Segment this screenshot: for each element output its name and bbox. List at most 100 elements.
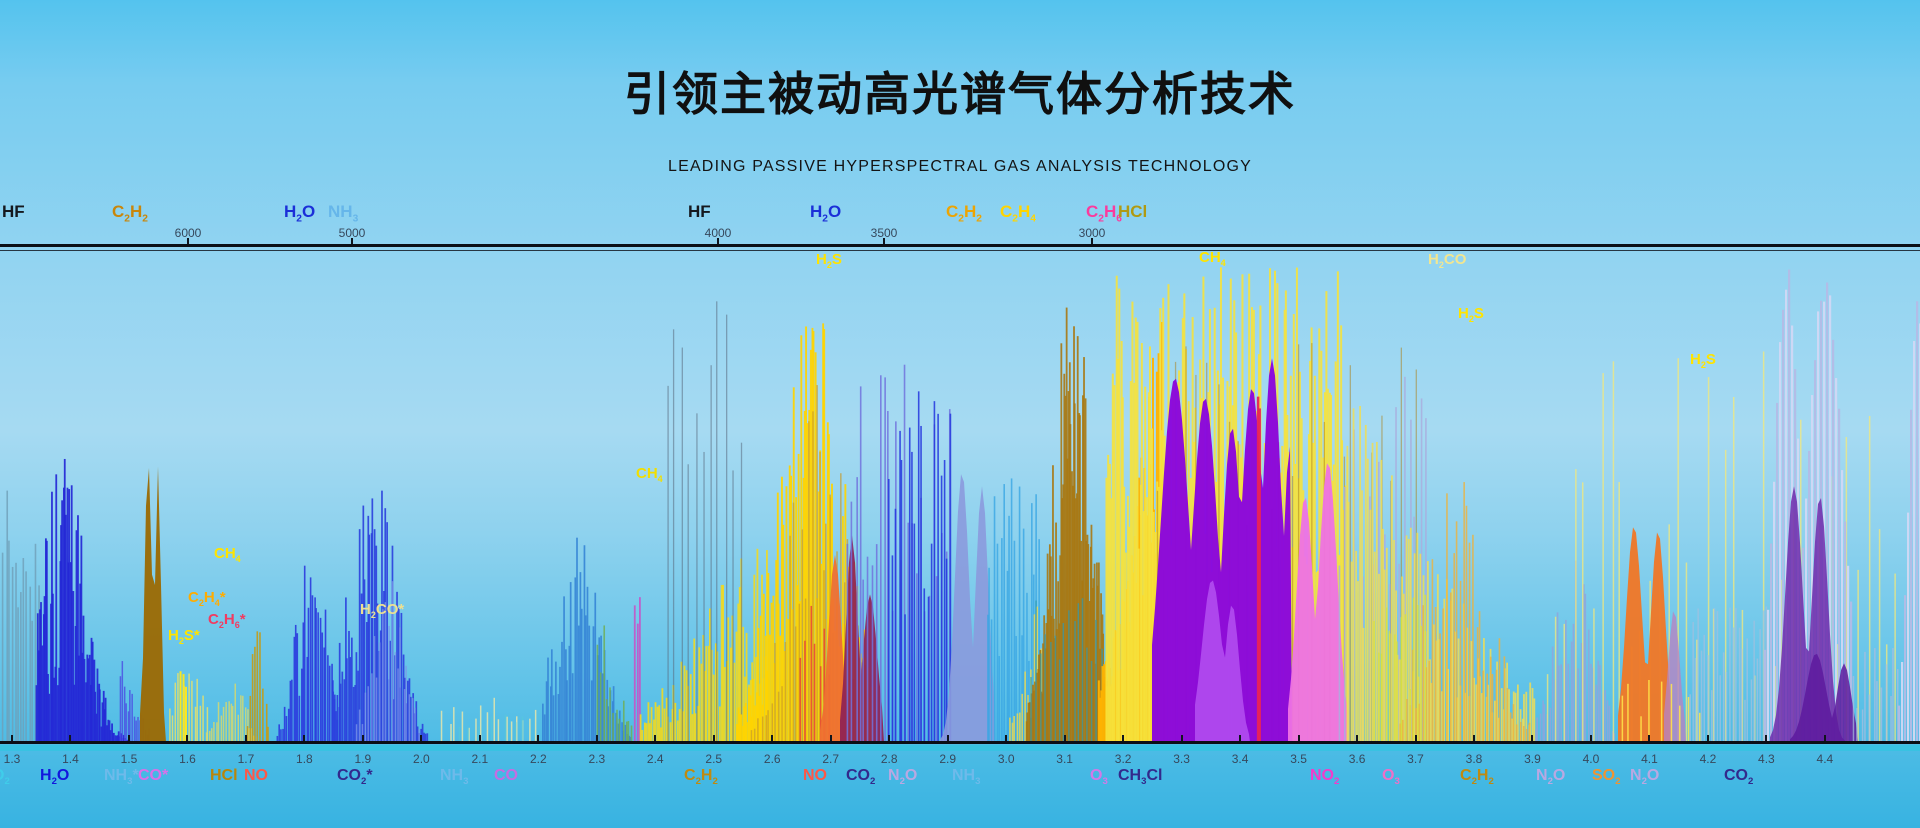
top-tick-mark xyxy=(883,238,885,244)
bottom-tick-label: 1.7 xyxy=(237,752,255,766)
bottom-tick-label: 1.3 xyxy=(3,752,21,766)
bottom-tick-label: 2.9 xyxy=(939,752,957,766)
bottom-tick-label: 1.4 xyxy=(62,752,79,766)
gas-label-CO: CO* xyxy=(138,767,169,784)
bottom-tick-label: 2.7 xyxy=(822,752,840,766)
gas-label-NH3: NH3 xyxy=(440,767,469,788)
gas-label-O3: O3 xyxy=(1090,767,1108,788)
bottom-tick-label: 4.2 xyxy=(1699,752,1717,766)
bottom-tick-label: 3.6 xyxy=(1348,752,1366,766)
top-axis-line-thin xyxy=(0,250,1920,251)
gas-label-CH3Cl: CH3Cl xyxy=(1118,767,1163,788)
gas-label-O3: O3 xyxy=(1382,767,1400,788)
bottom-tick-mark xyxy=(537,735,540,741)
gas-label-NO: NO xyxy=(803,767,827,784)
bottom-tick-label: 3.3 xyxy=(1173,752,1190,766)
top-tick-mark xyxy=(187,238,189,244)
bottom-tick-mark xyxy=(1297,735,1300,741)
bottom-tick-mark xyxy=(1122,735,1125,741)
bottom-tick-mark xyxy=(1063,735,1066,741)
gas-label-N2O: N2O xyxy=(888,767,918,788)
bottom-tick-label: 3.1 xyxy=(1056,752,1073,766)
bottom-tick-mark xyxy=(1239,735,1242,741)
bottom-tick-label: 4.1 xyxy=(1641,752,1658,766)
bottom-tick-mark xyxy=(712,735,715,741)
bottom-tick-label: 3.2 xyxy=(1114,752,1132,766)
bottom-tick-mark xyxy=(127,735,130,741)
gas-label-HCl: HCl xyxy=(1118,202,1148,221)
bottom-tick-label: 3.7 xyxy=(1407,752,1424,766)
gas-label-CH4: CH4 xyxy=(636,465,663,484)
bottom-tick-label: 4.3 xyxy=(1758,752,1775,766)
gas-label-HF: HF xyxy=(2,202,25,221)
gas-label-SO2: SO2 xyxy=(1592,767,1621,788)
bottom-tick-mark xyxy=(829,735,832,741)
bottom-tick-mark xyxy=(1823,735,1826,741)
bottom-tick-label: 3.0 xyxy=(997,752,1015,766)
gas-label-H2CO: H2CO* xyxy=(360,601,405,620)
gas-label-N2O: N2O xyxy=(1630,767,1660,788)
bottom-tick-mark xyxy=(946,735,949,741)
bottom-tick-mark xyxy=(1648,735,1651,741)
gas-label-H2O: H2O xyxy=(810,202,842,225)
gas-label-HF: HF xyxy=(688,202,711,221)
gas-label-C2H2: C2H2 xyxy=(946,202,982,225)
bottom-tick-mark xyxy=(1765,735,1768,741)
bottom-axis-line xyxy=(0,741,1920,744)
bottom-tick-label: 2.6 xyxy=(763,752,781,766)
bottom-tick-label: 2.8 xyxy=(880,752,898,766)
bottom-tick-label: 2.1 xyxy=(471,752,489,766)
gas-label-C2H6: C2H6* xyxy=(208,611,246,630)
gas-label-H2CO: H2CO xyxy=(1428,251,1467,270)
gas-label-C2H2: C2H2 xyxy=(684,767,718,788)
top-tick-label: 3000 xyxy=(1078,226,1106,240)
bottom-tick-label: 3.9 xyxy=(1524,752,1541,766)
bottom-tick-label: 2.2 xyxy=(529,752,547,766)
page-subtitle: LEADING PASSIVE HYPERSPECTRAL GAS ANALYS… xyxy=(667,158,1253,175)
gas-label-H2S: H2S xyxy=(1690,351,1716,370)
gas-label-C2H4: C2H4* xyxy=(188,589,226,608)
gas-label-NH3: NH3 xyxy=(952,767,981,788)
page-title: 引领主被动高光谱气体分析技术 xyxy=(624,68,1296,120)
gas-label-C2H2: C2H2 xyxy=(1460,767,1494,788)
bottom-tick-mark xyxy=(1356,735,1359,741)
gas-label-H2O: H2O xyxy=(284,202,316,225)
gas-label-CO2: CO2* xyxy=(337,767,373,788)
gas-label-O2: O2 xyxy=(0,768,10,788)
gas-label-C2H4: C2H4 xyxy=(1000,202,1036,225)
top-tick-label: 4000 xyxy=(704,226,732,240)
bottom-tick-mark xyxy=(69,735,72,741)
bottom-tick-label: 1.9 xyxy=(354,752,372,766)
gas-label-CH4: CH4 xyxy=(214,545,241,564)
top-tick-mark xyxy=(1091,238,1093,244)
bottom-tick-mark xyxy=(303,735,306,741)
bottom-tick-mark xyxy=(244,735,247,741)
top-tick-label: 5000 xyxy=(338,226,366,240)
gas-label-C2H2: C2H2 xyxy=(112,202,148,225)
bottom-tick-label: 2.4 xyxy=(646,752,664,766)
top-tick-mark xyxy=(351,238,353,244)
bottom-tick-mark xyxy=(186,735,189,741)
bottom-tick-mark xyxy=(888,735,891,741)
gas-label-HCl: HCl xyxy=(210,767,238,784)
bottom-tick-mark xyxy=(11,735,13,741)
gas-label-NO: NO xyxy=(244,767,268,784)
gas-label-NH3: NH3* xyxy=(104,767,139,788)
bottom-tick-mark xyxy=(654,735,657,741)
bottom-tick-mark xyxy=(1414,735,1417,741)
top-tick-label: 6000 xyxy=(174,226,202,240)
gas-label-H2S: H2S xyxy=(816,251,842,270)
gas-label-H2O: H2O xyxy=(40,767,70,788)
top-tick-label: 3500 xyxy=(870,226,898,240)
gas-label-N2O: N2O xyxy=(1536,767,1566,788)
gas-label-CH4: CH4 xyxy=(1199,249,1226,268)
top-axis-line xyxy=(0,244,1920,247)
bottom-tick-mark xyxy=(361,735,364,741)
gas-label-H2S: H2S* xyxy=(168,627,200,646)
bottom-tick-mark xyxy=(478,735,481,741)
bottom-tick-mark xyxy=(1531,735,1534,741)
bottom-tick-label: 4.0 xyxy=(1582,752,1600,766)
bottom-tick-mark xyxy=(1005,735,1008,741)
